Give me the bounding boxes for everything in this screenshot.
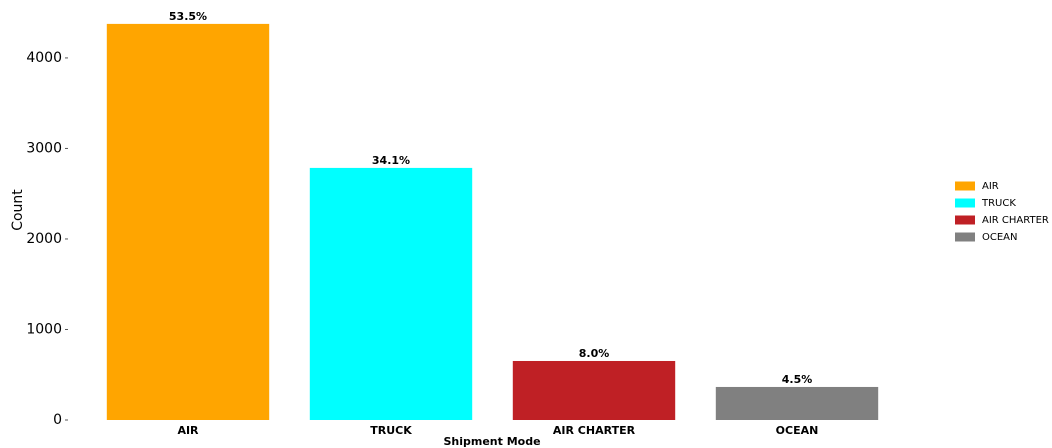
x-tick-label: AIR CHARTER bbox=[553, 424, 636, 437]
x-tick-label: AIR bbox=[177, 424, 199, 437]
legend-label: OCEAN bbox=[982, 232, 1018, 243]
bar bbox=[106, 23, 270, 421]
bar bbox=[715, 386, 879, 420]
y-axis-label: Count bbox=[10, 189, 26, 231]
x-tick-label: OCEAN bbox=[776, 424, 819, 437]
legend-label: TRUCK bbox=[981, 198, 1016, 209]
data-label: 4.5% bbox=[782, 373, 813, 386]
y-tick-label: 3000 bbox=[26, 140, 62, 156]
legend-swatch bbox=[955, 181, 975, 191]
y-tick-label: 1000 bbox=[26, 321, 62, 337]
legend-label: AIR CHARTER bbox=[982, 215, 1049, 226]
data-label: 34.1% bbox=[372, 154, 410, 167]
data-label: 53.5% bbox=[169, 10, 207, 23]
x-tick-label: TRUCK bbox=[370, 424, 412, 437]
legend-swatch bbox=[955, 232, 975, 242]
legend-swatch bbox=[955, 215, 975, 225]
bar bbox=[309, 167, 473, 420]
y-tick-label: 4000 bbox=[26, 50, 62, 66]
x-axis-label: Shipment Mode bbox=[443, 435, 540, 448]
bar bbox=[512, 360, 676, 420]
y-tick-label: 2000 bbox=[26, 231, 62, 247]
data-label: 8.0% bbox=[579, 347, 610, 360]
y-tick-label: 0 bbox=[53, 412, 62, 428]
legend-label: AIR bbox=[982, 181, 999, 192]
legend-swatch bbox=[955, 198, 975, 208]
